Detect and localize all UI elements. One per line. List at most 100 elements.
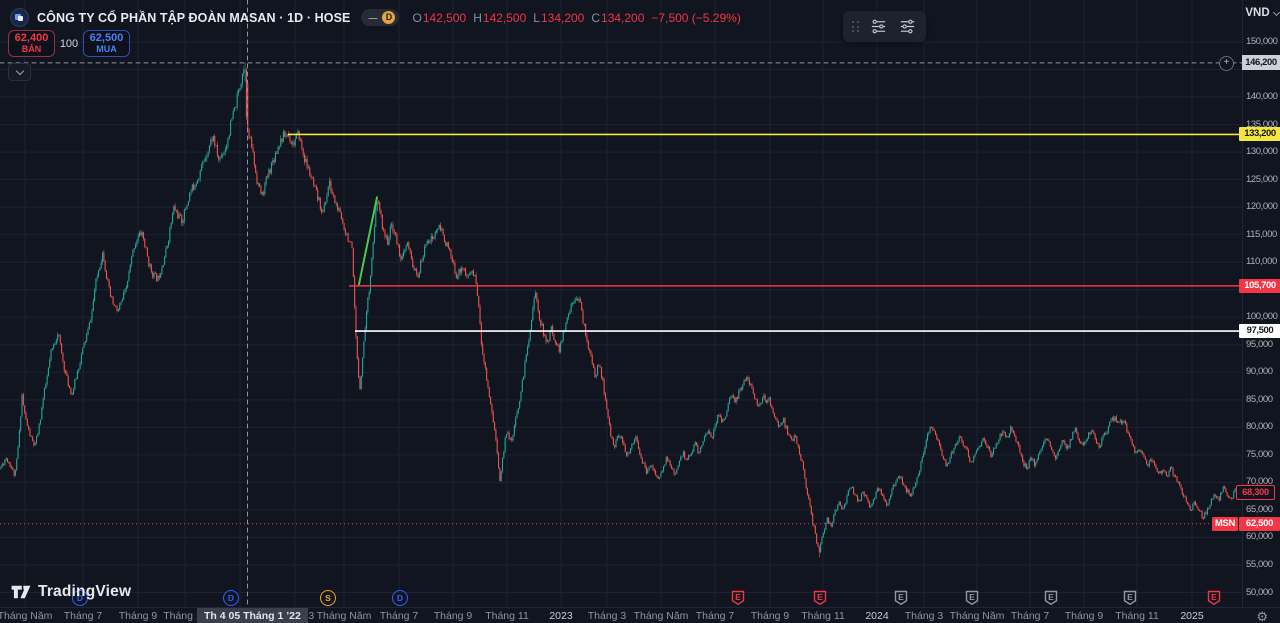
add-order-plus-icon[interactable]: + [1219, 55, 1234, 71]
high-label: H [473, 10, 482, 25]
svg-text:E: E [969, 592, 975, 602]
event-marker-s-icon[interactable]: S [320, 590, 336, 606]
price-axis[interactable]: VND 150,000 140,000 135,000 130,000 125,000 1… [1239, 0, 1280, 607]
minimize-icon: — [368, 12, 378, 23]
price-tick: 60,000 [1246, 531, 1273, 543]
interval-badge: D [382, 11, 396, 24]
time-tick: Tháng 7 [63, 610, 103, 622]
time-tick: 2024 [865, 610, 889, 622]
price-tick: 150,000 [1246, 36, 1278, 47]
buy-button[interactable]: 62,500 MUA [83, 30, 130, 57]
time-tick: Tháng Năm [633, 610, 689, 622]
price-tick: 110,000 [1246, 256, 1277, 268]
price-tick: 55,000 [1246, 558, 1273, 570]
sell-label: BÁN [21, 44, 42, 54]
price-tick: 80,000 [1246, 421, 1273, 433]
price-tick: 140,000 [1246, 91, 1278, 103]
earnings-marker-icon[interactable]: E [1044, 590, 1058, 607]
gear-icon[interactable]: ⚙ [1256, 609, 1268, 623]
close-label-letter: C [591, 10, 601, 25]
tradingview-wordmark: TradingView [38, 583, 132, 600]
last-price-symbol: MSN [1212, 516, 1238, 531]
collapse-panel-button[interactable] [8, 63, 31, 81]
drag-handle-icon[interactable] [852, 21, 859, 32]
time-tick: Tháng 9 [1064, 610, 1104, 622]
tune-icon[interactable] [869, 17, 888, 36]
buy-price: 62,500 [89, 32, 124, 44]
tune-icon-alt[interactable] [898, 17, 917, 36]
svg-text:E: E [1127, 592, 1133, 602]
event-marker-d-icon[interactable]: D [223, 590, 239, 606]
time-tick: Tháng 11 [801, 610, 845, 622]
last-price-value: 62,500 [1239, 516, 1280, 531]
currency-selector[interactable]: VND [1243, 7, 1280, 19]
time-tick: Tháng 7 [695, 610, 735, 622]
price-tick: 115,000 [1246, 228, 1277, 240]
time-tick: 2025 [1180, 610, 1204, 622]
time-tick: Tháng 9 [118, 610, 158, 622]
time-tick: Tháng 3 [587, 610, 627, 622]
time-tick: Tháng Năm [0, 610, 53, 622]
svg-text:E: E [817, 592, 823, 602]
interval-pill[interactable]: — D [361, 9, 400, 26]
earnings-marker-icon[interactable]: E [731, 590, 745, 607]
quantity-field[interactable]: 100 [59, 37, 79, 50]
time-tick: Tháng 11 [163, 610, 207, 622]
chevron-down-icon [15, 66, 24, 75]
crosshair-price-label: 146,200 [1242, 55, 1280, 71]
svg-text:E: E [1048, 592, 1054, 602]
time-tick: Tháng 3 [904, 610, 944, 622]
sell-price: 62,400 [14, 32, 49, 44]
bar-close-price-label: 68,300 [1236, 484, 1275, 500]
price-tick: 130,000 [1246, 146, 1278, 158]
earnings-marker-icon[interactable]: E [1207, 590, 1221, 607]
low-value: 134,200 [540, 10, 585, 25]
symbol-title[interactable]: CÔNG TY CỔ PHẦN TẬP ĐOÀN MASAN · 1D · HO… [37, 10, 351, 25]
last-price-label: MSN 62,500 [1212, 516, 1280, 531]
price-level-label: 97,500 [1239, 324, 1280, 338]
price-tick: 100,000 [1246, 311, 1278, 323]
price-chart-canvas[interactable] [0, 0, 1242, 607]
earnings-marker-icon[interactable]: E [813, 590, 827, 607]
event-marker-d-icon[interactable]: D [72, 590, 88, 606]
price-level-label: 133,200 [1239, 127, 1280, 142]
time-tick: Tháng 7 [1010, 610, 1050, 622]
chart-pane: CÔNG TY CỔ PHẦN TẬP ĐOÀN MASAN · 1D · HO… [0, 0, 1242, 607]
sell-button[interactable]: 62,400 BÁN [8, 30, 55, 57]
ohlc-readout: O 142,500 H 142,500 L 134,200 C 134,200 −7,5… [412, 11, 740, 25]
price-tick: 75,000 [1246, 448, 1273, 460]
event-marker-d-icon[interactable]: D [392, 590, 408, 606]
high-value: 142,500 [482, 10, 527, 25]
low-label: L [533, 10, 540, 25]
floating-toolbar [843, 11, 926, 42]
price-tick: 65,000 [1246, 503, 1273, 515]
earnings-marker-icon[interactable]: E [1123, 590, 1137, 607]
change-value: −7,500 (−5.29%) [651, 10, 741, 25]
tradingview-logo[interactable]: TradingView [10, 581, 131, 603]
price-tick: 135,000 [1246, 118, 1278, 130]
crosshair-date-label: Th 4 05 Tháng 1 ’22 [197, 608, 308, 623]
chart-header: CÔNG TY CỔ PHẦN TẬP ĐOÀN MASAN · 1D · HO… [10, 8, 741, 27]
earnings-marker-icon[interactable]: E [965, 590, 979, 607]
chevron-down-icon [1272, 8, 1280, 16]
price-tick: 70,000 [1246, 476, 1273, 488]
time-tick: Tháng 11 [1115, 610, 1159, 622]
price-tick: 95,000 [1246, 338, 1273, 350]
time-tick: Tháng 9 [750, 610, 790, 622]
time-tick: Tháng 11 [485, 610, 529, 622]
price-tick: 125,000 [1246, 173, 1278, 185]
time-tick: Tháng 9 [433, 610, 473, 622]
price-tick: 50,000 [1246, 586, 1273, 598]
buy-label: MUA [96, 44, 117, 54]
time-tick: Tháng 7 [379, 610, 419, 622]
price-level-label: 105,700 [1239, 278, 1280, 293]
svg-text:E: E [1211, 592, 1217, 602]
close-value: 134,200 [601, 10, 645, 25]
open-value: 142,500 [422, 10, 467, 25]
earnings-marker-icon[interactable]: E [894, 590, 908, 607]
price-tick: 85,000 [1246, 393, 1273, 405]
svg-text:E: E [898, 592, 904, 602]
tradingview-icon [11, 585, 31, 599]
